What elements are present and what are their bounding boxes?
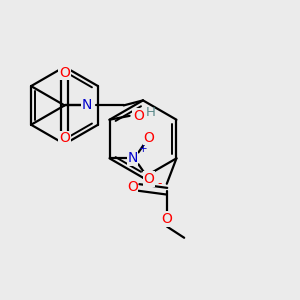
Text: N: N [127,152,138,165]
Text: O: O [133,109,144,123]
Text: +: + [139,144,148,154]
Text: O: O [143,172,154,186]
Text: -: - [158,177,162,190]
Text: O: O [127,181,138,194]
Text: N: N [82,98,92,112]
Text: O: O [143,130,154,145]
Text: H: H [146,106,156,119]
Text: O: O [59,131,70,145]
Text: O: O [161,212,172,226]
Text: O: O [59,66,70,80]
